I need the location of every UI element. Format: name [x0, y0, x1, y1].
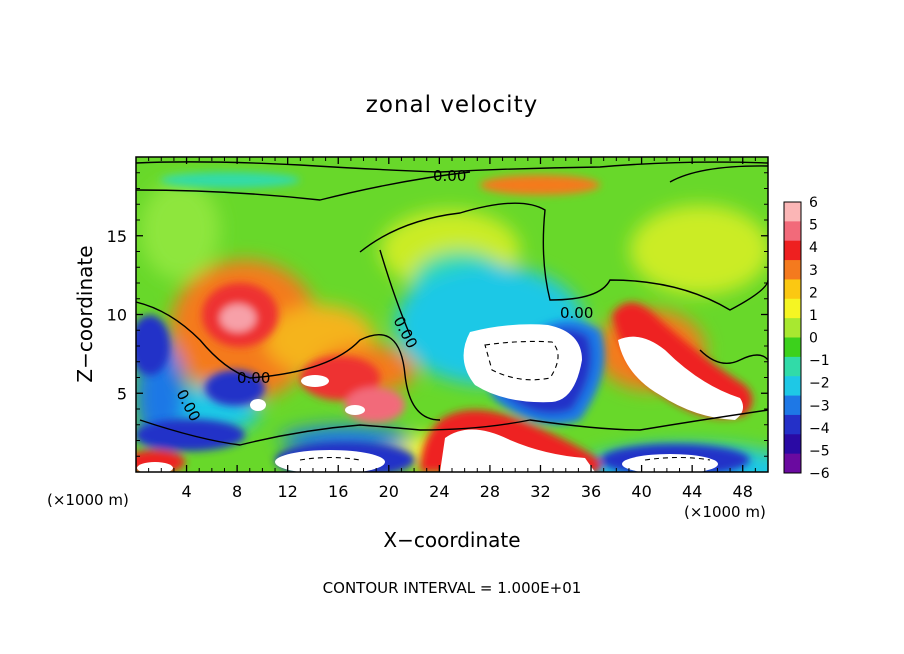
- colorbar-swatch: [784, 260, 801, 280]
- x-unit-left: (×1000 m): [47, 491, 129, 509]
- contour-label: 0.00: [237, 369, 270, 387]
- x-axis: 4 8 12 16 20 24 28 32 36 40 44 48: [148, 157, 756, 501]
- colorbar-label: 5: [809, 218, 818, 234]
- x-tick-label: 48: [733, 482, 753, 501]
- colorbar-label: −4: [809, 421, 830, 437]
- colorbar-label: −2: [809, 376, 830, 392]
- colorbar-label: −5: [809, 443, 830, 459]
- colorbar-swatch: [784, 453, 801, 474]
- colorbar-frame: [783, 201, 802, 474]
- colorbar-swatch: [784, 240, 801, 261]
- colorbar-swatch: [784, 298, 801, 319]
- x-unit-right: (×1000 m): [684, 503, 766, 521]
- y-tick-label: 5: [117, 384, 127, 403]
- y-axis-label: Z−coordinate: [73, 245, 97, 382]
- colorbar-swatch: [784, 221, 801, 242]
- y-tick-label: 10: [107, 306, 127, 325]
- x-tick-label: 36: [581, 482, 601, 501]
- contour-interval-footer: CONTOUR INTERVAL = 1.000E+01: [323, 579, 582, 597]
- colorbar-label: 3: [809, 263, 818, 279]
- x-tick-label: 4: [181, 482, 191, 501]
- colorbar-swatch: [784, 202, 801, 222]
- x-tick-label: 20: [379, 482, 399, 501]
- chart-title: zonal velocity: [366, 92, 538, 118]
- colorbar-swatch: [784, 414, 801, 435]
- colorbar-swatch: [784, 395, 801, 416]
- colorbar-label: −6: [809, 466, 830, 482]
- colorbar-swatch: [784, 337, 801, 358]
- colorbar-swatch: [784, 356, 801, 377]
- y-axis: 5 10 15: [107, 172, 768, 457]
- colorbar-swatch: [784, 376, 801, 397]
- colorbar-label: 0: [809, 331, 818, 347]
- colorbar: 6 5 4 3 2 1 0 −1 −2 −3 −4 −5 −6: [783, 195, 830, 482]
- x-tick-label: 16: [328, 482, 348, 501]
- contour-label: 0.00: [433, 167, 466, 185]
- x-tick-label: 12: [278, 482, 298, 501]
- x-tick-label: 24: [429, 482, 449, 501]
- colorbar-swatch: [784, 318, 801, 338]
- colorbar-swatch: [784, 279, 801, 300]
- x-axis-label: X−coordinate: [383, 528, 520, 552]
- velocity-field: [136, 157, 768, 472]
- colorbar-swatch: [784, 434, 801, 455]
- y-tick-label: 15: [107, 227, 127, 246]
- x-tick-label: 32: [530, 482, 550, 501]
- colorbar-label: 1: [809, 308, 818, 324]
- contour-label: 0.00: [560, 304, 593, 322]
- x-tick-label: 28: [480, 482, 500, 501]
- x-tick-label: 40: [631, 482, 651, 501]
- colorbar-label: 2: [809, 285, 818, 301]
- colorbar-label: 4: [809, 240, 818, 256]
- colorbar-label: −1: [809, 353, 830, 369]
- colorbar-label: −3: [809, 398, 830, 414]
- x-tick-label: 44: [682, 482, 702, 501]
- x-tick-label: 8: [232, 482, 242, 501]
- colorbar-label: 6: [809, 195, 818, 211]
